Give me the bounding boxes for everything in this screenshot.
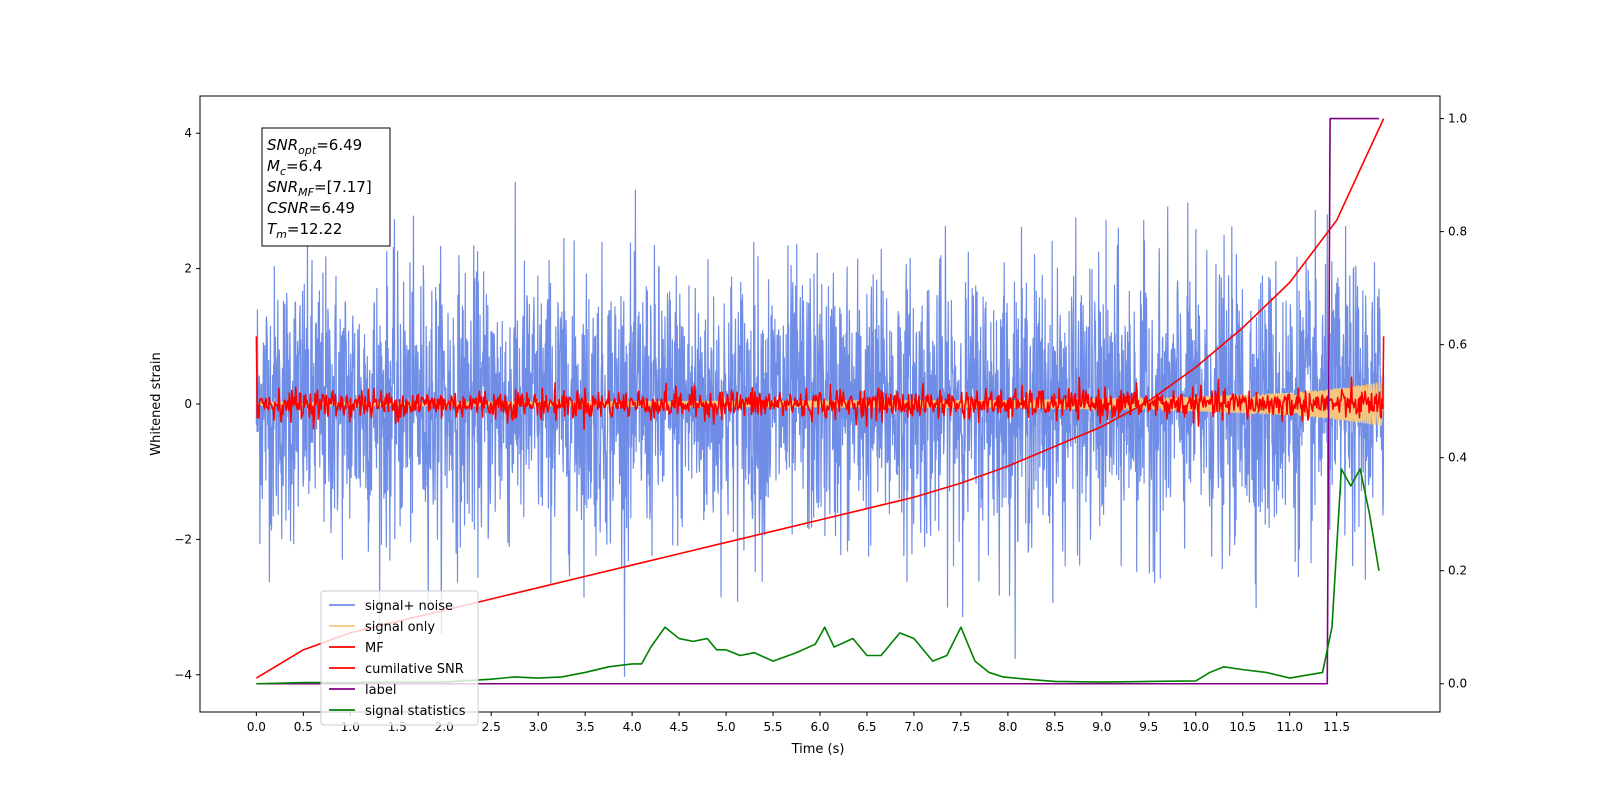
annotation-line: SNRMF=[7.17] [267, 178, 372, 199]
x-axis-label: Time (s) [791, 742, 845, 757]
x-tick-label: 8.5 [1045, 720, 1064, 734]
y-tick-label: −4 [174, 668, 192, 682]
x-tick-label: 9.0 [1092, 720, 1111, 734]
legend: signal+ noise signal only MF cumilative SNR… [320, 590, 479, 726]
x-tick-label: 7.0 [904, 720, 923, 734]
x-tick-label: 9.5 [1139, 720, 1158, 734]
y-axis-label: Whitened strain [149, 352, 164, 455]
x-tick-label: 3.0 [529, 720, 548, 734]
y-tick-label: 2 [184, 262, 192, 276]
series-line-mf [255, 336, 1385, 430]
x-axis: 0.0 0.5 1.0 1.5 2.0 2.5 3.0 3.5 4.0 4.5 5.0 5.5 6.0 6… [247, 712, 1350, 734]
x-tick-label: 4.0 [623, 720, 642, 734]
legend-frame [320, 590, 479, 726]
y2-axis: 0.0 0.2 0.4 0.6 0.8 1.0 [1440, 112, 1467, 691]
y-tick-label: −2 [174, 532, 192, 546]
series-line-signal-noise [255, 181, 1385, 677]
x-tick-label: 0.5 [294, 720, 313, 734]
x-tick-label: 3.5 [576, 720, 595, 734]
y2-tick-label: 0.6 [1448, 338, 1467, 352]
y2-tick-label: 0.2 [1448, 564, 1467, 578]
x-tick-label: 5.5 [763, 720, 782, 734]
legend-label: signal statistics [365, 704, 466, 719]
legend-label: cumilative SNR [365, 662, 464, 677]
annotation-frame [261, 127, 391, 247]
annotation-line: CSNR=6.49 [267, 199, 355, 217]
legend-label: label [365, 683, 396, 698]
annotation-line: Mc=6.4 [267, 157, 322, 178]
x-tick-label: 10.5 [1229, 720, 1256, 734]
x-tick-label: 6.5 [857, 720, 876, 734]
legend-label: MF [365, 641, 384, 656]
x-tick-label: 0.0 [247, 720, 266, 734]
x-tick-label: 2.5 [482, 720, 501, 734]
annotation-line: SNRopt=6.49 [267, 136, 362, 157]
series-line-label [256, 117, 1379, 685]
x-tick-label: 11.5 [1323, 720, 1350, 734]
annotation-line: Tm=12.22 [267, 220, 342, 241]
x-tick-label: 4.5 [670, 720, 689, 734]
y2-tick-label: 1.0 [1448, 112, 1467, 126]
y-tick-label: 4 [184, 126, 192, 140]
legend-label: signal only [365, 620, 435, 635]
y2-tick-label: 0.0 [1448, 677, 1467, 691]
y2-tick-label: 0.4 [1448, 451, 1467, 465]
y-axis: −4 −2 0 2 4 [174, 126, 200, 682]
series-line-signal-statistics [256, 468, 1380, 685]
legend-label: signal+ noise [365, 599, 453, 614]
x-tick-label: 11.0 [1276, 720, 1303, 734]
x-tick-label: 5.0 [717, 720, 736, 734]
x-tick-label: 7.5 [951, 720, 970, 734]
x-tick-label: 8.0 [998, 720, 1017, 734]
y2-tick-label: 0.8 [1448, 225, 1467, 239]
x-tick-label: 10.0 [1182, 720, 1209, 734]
y-tick-label: 0 [184, 397, 192, 411]
x-tick-label: 6.0 [810, 720, 829, 734]
